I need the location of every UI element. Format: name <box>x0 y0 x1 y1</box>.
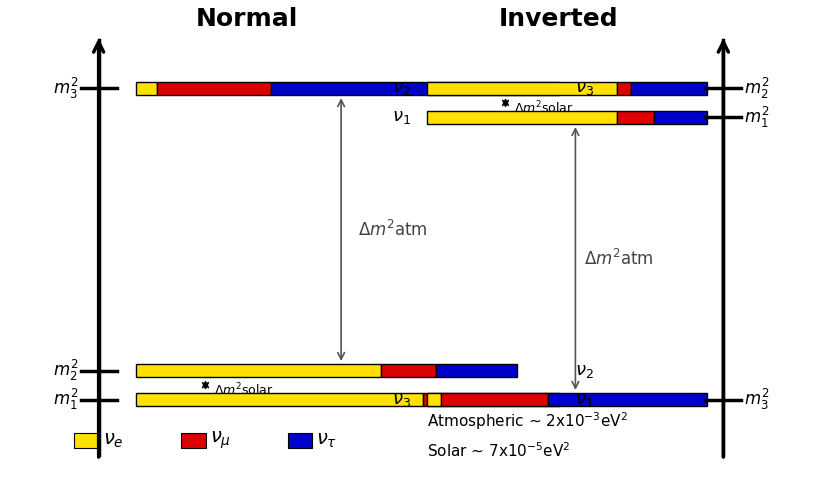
FancyBboxPatch shape <box>427 111 617 124</box>
Text: Solar ~ 7x10$^{-5}$eV$^2$: Solar ~ 7x10$^{-5}$eV$^2$ <box>427 441 571 460</box>
FancyBboxPatch shape <box>631 82 707 95</box>
FancyBboxPatch shape <box>436 364 516 378</box>
Text: $\nu_1$: $\nu_1$ <box>575 391 594 408</box>
FancyBboxPatch shape <box>441 393 547 407</box>
FancyBboxPatch shape <box>478 393 559 407</box>
Text: $m_1^2$: $m_1^2$ <box>744 105 769 130</box>
FancyBboxPatch shape <box>617 82 631 95</box>
Text: $m_1^2$: $m_1^2$ <box>53 387 78 412</box>
Text: $\Delta m^2$atm: $\Delta m^2$atm <box>584 248 653 269</box>
Text: $m_3^2$: $m_3^2$ <box>744 387 769 412</box>
FancyBboxPatch shape <box>288 433 312 448</box>
Text: Normal: Normal <box>196 7 298 30</box>
FancyBboxPatch shape <box>136 364 381 378</box>
FancyBboxPatch shape <box>74 433 99 448</box>
FancyBboxPatch shape <box>617 111 653 124</box>
Text: $m_3^2$: $m_3^2$ <box>53 76 78 101</box>
FancyBboxPatch shape <box>136 82 157 95</box>
Text: $m_2^2$: $m_2^2$ <box>744 76 769 101</box>
FancyBboxPatch shape <box>547 393 707 407</box>
FancyBboxPatch shape <box>157 82 271 95</box>
Text: $\nu_2$: $\nu_2$ <box>392 79 411 97</box>
Text: $\nu_2$: $\nu_2$ <box>575 362 594 379</box>
Text: Atmospheric ~ 2x10$^{-3}$eV$^2$: Atmospheric ~ 2x10$^{-3}$eV$^2$ <box>427 410 628 432</box>
Text: $\nu_3$: $\nu_3$ <box>392 391 411 408</box>
FancyBboxPatch shape <box>427 82 617 95</box>
Text: $m_2^2$: $m_2^2$ <box>53 358 78 383</box>
Text: $\nu_e$: $\nu_e$ <box>103 431 123 450</box>
FancyBboxPatch shape <box>271 82 559 95</box>
FancyBboxPatch shape <box>181 433 206 448</box>
Text: $\nu_3$: $\nu_3$ <box>575 79 594 97</box>
FancyBboxPatch shape <box>381 364 436 378</box>
Text: $\Delta m^2$solar: $\Delta m^2$solar <box>214 382 274 398</box>
Text: $\nu_1$: $\nu_1$ <box>392 108 411 126</box>
Text: $\Delta m^2$atm: $\Delta m^2$atm <box>358 220 427 240</box>
Text: Inverted: Inverted <box>499 7 619 30</box>
Text: $\nu_{\mu}$: $\nu_{\mu}$ <box>210 430 230 452</box>
Text: $\nu_{\tau}$: $\nu_{\tau}$ <box>316 431 338 450</box>
FancyBboxPatch shape <box>136 393 423 407</box>
Text: $\Delta m^2$solar: $\Delta m^2$solar <box>514 99 574 116</box>
FancyBboxPatch shape <box>427 393 441 407</box>
FancyBboxPatch shape <box>423 393 478 407</box>
FancyBboxPatch shape <box>653 111 707 124</box>
